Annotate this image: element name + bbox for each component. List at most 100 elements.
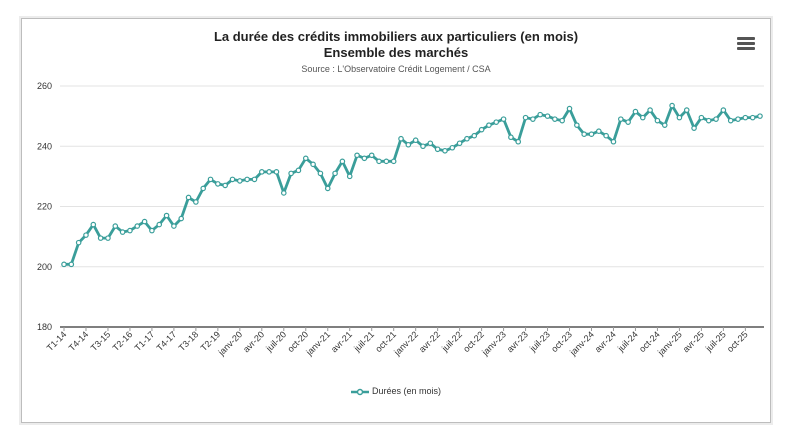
data-point[interactable] bbox=[97, 235, 104, 241]
data-point[interactable] bbox=[171, 223, 177, 229]
data-point[interactable] bbox=[361, 155, 368, 162]
data-point[interactable] bbox=[141, 218, 148, 225]
data-point[interactable] bbox=[273, 169, 280, 175]
data-point[interactable] bbox=[530, 116, 536, 122]
data-point[interactable] bbox=[522, 114, 529, 121]
data-point[interactable] bbox=[237, 178, 243, 184]
data-point[interactable] bbox=[222, 182, 228, 189]
data-point[interactable] bbox=[669, 102, 675, 109]
data-point[interactable] bbox=[617, 116, 624, 122]
data-point[interactable] bbox=[683, 107, 690, 113]
data-point[interactable] bbox=[574, 122, 580, 128]
data-point[interactable] bbox=[398, 135, 404, 142]
data-point[interactable] bbox=[632, 108, 639, 115]
data-point[interactable] bbox=[639, 114, 646, 121]
data-point[interactable] bbox=[368, 152, 375, 159]
data-point[interactable] bbox=[588, 131, 595, 138]
data-point[interactable] bbox=[112, 223, 119, 229]
data-point[interactable] bbox=[244, 176, 250, 183]
data-point[interactable] bbox=[434, 146, 441, 153]
data-point[interactable] bbox=[500, 116, 507, 122]
data-point[interactable] bbox=[654, 117, 661, 124]
data-point[interactable] bbox=[427, 140, 434, 147]
data-point[interactable] bbox=[317, 170, 324, 177]
data-point[interactable] bbox=[295, 167, 302, 174]
data-point[interactable] bbox=[266, 169, 272, 175]
data-point[interactable] bbox=[90, 221, 97, 228]
data-point[interactable] bbox=[486, 122, 492, 128]
data-point[interactable] bbox=[332, 170, 338, 177]
data-point[interactable] bbox=[346, 173, 353, 180]
data-point[interactable] bbox=[193, 199, 199, 205]
data-point[interactable] bbox=[552, 116, 558, 122]
data-point[interactable] bbox=[471, 132, 478, 139]
data-point[interactable] bbox=[420, 143, 426, 150]
data-point[interactable] bbox=[83, 232, 89, 238]
data-point[interactable] bbox=[259, 169, 265, 175]
data-point[interactable] bbox=[302, 155, 309, 162]
data-point[interactable] bbox=[185, 194, 192, 201]
data-point[interactable] bbox=[156, 221, 163, 228]
data-point[interactable] bbox=[149, 227, 155, 234]
data-point[interactable] bbox=[405, 141, 412, 148]
data-point[interactable] bbox=[119, 229, 126, 235]
data-point[interactable] bbox=[456, 140, 463, 147]
data-point[interactable] bbox=[705, 117, 712, 124]
data-point[interactable] bbox=[691, 125, 697, 131]
data-point[interactable] bbox=[515, 138, 522, 145]
menu-icon[interactable] bbox=[737, 37, 755, 51]
data-point[interactable] bbox=[610, 138, 617, 145]
data-point[interactable] bbox=[163, 212, 170, 219]
data-point[interactable] bbox=[134, 223, 141, 229]
data-point[interactable] bbox=[200, 185, 207, 192]
data-point[interactable] bbox=[698, 114, 705, 121]
data-point[interactable] bbox=[735, 116, 741, 122]
data-point[interactable] bbox=[727, 117, 734, 124]
data-point[interactable] bbox=[449, 144, 456, 151]
data-point[interactable] bbox=[478, 126, 485, 133]
data-point[interactable] bbox=[676, 114, 683, 121]
data-point[interactable] bbox=[647, 107, 653, 113]
data-point[interactable] bbox=[625, 119, 631, 125]
data-point[interactable] bbox=[127, 227, 133, 234]
data-point[interactable] bbox=[288, 170, 294, 177]
data-point[interactable] bbox=[207, 176, 214, 183]
data-point[interactable] bbox=[464, 135, 470, 142]
data-point[interactable] bbox=[251, 176, 258, 183]
data-point[interactable] bbox=[661, 122, 668, 128]
data-point[interactable] bbox=[596, 128, 602, 134]
data-point[interactable] bbox=[559, 117, 565, 124]
series-line bbox=[64, 104, 761, 266]
data-point[interactable] bbox=[742, 114, 749, 121]
data-point[interactable] bbox=[493, 119, 500, 125]
data-point[interactable] bbox=[339, 158, 346, 165]
data-point[interactable] bbox=[354, 152, 360, 159]
data-point[interactable] bbox=[508, 134, 514, 141]
data-point[interactable] bbox=[215, 181, 221, 187]
legend[interactable]: Durées (en mois) bbox=[22, 386, 770, 396]
data-point[interactable] bbox=[442, 147, 448, 154]
data-point[interactable] bbox=[537, 111, 544, 118]
data-point[interactable] bbox=[757, 113, 763, 119]
data-point[interactable] bbox=[376, 158, 382, 165]
data-point[interactable] bbox=[713, 116, 719, 122]
data-point[interactable] bbox=[75, 239, 82, 246]
data-point[interactable] bbox=[383, 158, 390, 165]
data-point[interactable] bbox=[178, 215, 185, 222]
data-point[interactable] bbox=[566, 105, 573, 112]
data-point[interactable] bbox=[229, 176, 236, 183]
data-point[interactable] bbox=[749, 114, 756, 121]
data-point[interactable] bbox=[390, 158, 397, 165]
data-point[interactable] bbox=[280, 190, 287, 196]
data-point[interactable] bbox=[61, 261, 67, 268]
data-point[interactable] bbox=[105, 235, 111, 241]
series-layer bbox=[61, 102, 763, 268]
data-point[interactable] bbox=[68, 261, 75, 268]
data-point[interactable] bbox=[324, 185, 331, 192]
data-point[interactable] bbox=[581, 131, 587, 138]
data-point[interactable] bbox=[412, 137, 419, 144]
data-point[interactable] bbox=[603, 132, 609, 139]
data-point[interactable] bbox=[544, 113, 551, 119]
data-point[interactable] bbox=[720, 107, 727, 113]
data-point[interactable] bbox=[310, 161, 316, 168]
